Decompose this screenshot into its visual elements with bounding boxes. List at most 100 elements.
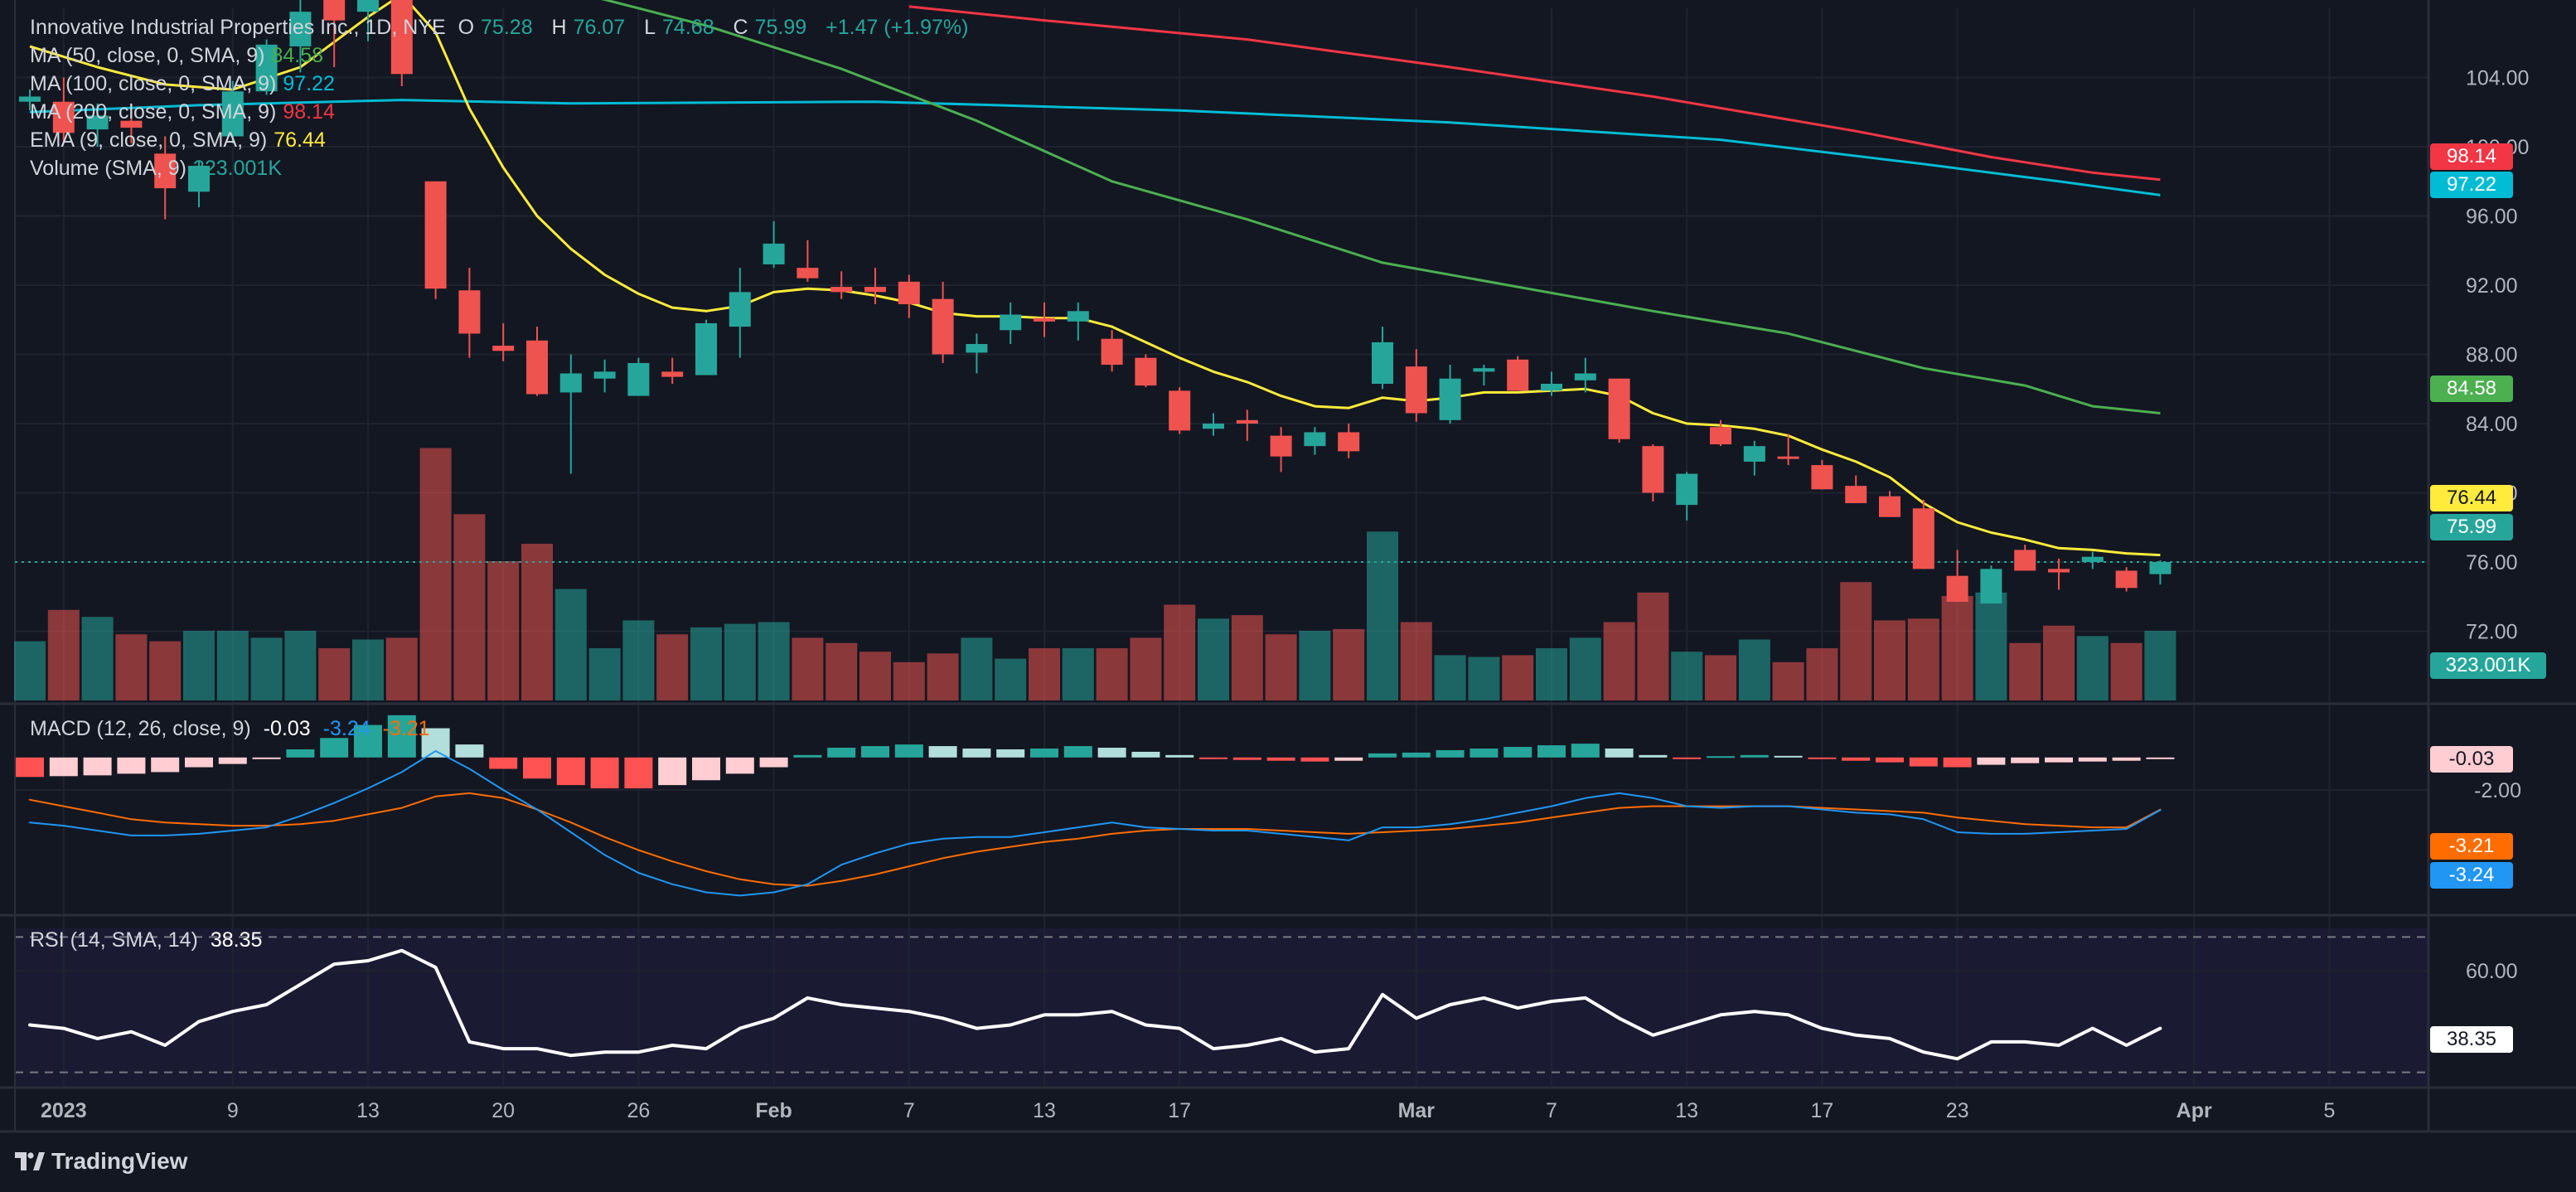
- volume-bar: [1468, 657, 1500, 700]
- volume-bar: [1705, 655, 1736, 700]
- macd-hist-bar: [1030, 749, 1058, 758]
- macd-hist-bar: [1943, 757, 1972, 768]
- candle-body: [1169, 390, 1191, 431]
- macd-hist-bar: [2011, 757, 2040, 763]
- ohlc-header: Innovative Industrial Properties Inc., 1…: [30, 13, 975, 41]
- tradingview-icon: [15, 1152, 45, 1170]
- candle-body: [1000, 314, 1022, 331]
- ma100-line: [29, 99, 2161, 196]
- volume-bar: [588, 648, 621, 700]
- indicator-volume[interactable]: Volume (SMA, 9) 323.001K: [30, 154, 975, 182]
- macd-legend[interactable]: MACD (12, 26, close, 9) -0.03 -3.24 -3.2…: [30, 715, 437, 743]
- price-axis-label: 76.00: [2466, 551, 2518, 574]
- time-axis-label: Feb: [755, 1099, 792, 1122]
- volume-bar: [419, 448, 452, 700]
- high-label: H: [551, 16, 567, 39]
- ma200-value: 98.14: [283, 100, 335, 124]
- macd-hist-bar: [1266, 757, 1295, 761]
- tradingview-logo[interactable]: TradingView: [15, 1148, 187, 1175]
- candle-body: [86, 115, 109, 130]
- candle-body: [559, 373, 582, 393]
- candle-body: [661, 371, 684, 377]
- candle-body: [188, 165, 210, 192]
- brand-label: TradingView: [51, 1148, 188, 1174]
- candle-body: [932, 298, 954, 355]
- volume-bar: [859, 652, 891, 700]
- macd-hist-bar: [489, 757, 518, 769]
- volume-bar: [1502, 655, 1534, 700]
- rsi-legend[interactable]: RSI (14, SMA, 14) 38.35: [30, 926, 269, 954]
- candle-body: [1541, 383, 1562, 391]
- price-legend: Innovative Industrial Properties Inc., 1…: [30, 13, 975, 182]
- candle-body: [1608, 378, 1630, 439]
- macd-hist-bar: [16, 757, 44, 778]
- volume-bar: [352, 639, 384, 700]
- symbol-label: Innovative Industrial Properties Inc., 1…: [30, 16, 446, 39]
- close-label: C: [733, 16, 748, 39]
- ma50-line: [601, 0, 2161, 414]
- price-axis-label: 84.00: [2466, 413, 2518, 436]
- time-axis-label: Mar: [1398, 1099, 1436, 1122]
- candle-body: [1034, 317, 1055, 322]
- macd-hist-bar: [1368, 753, 1397, 758]
- indicator-ema9[interactable]: EMA (9, close, 0, SMA, 9) 76.44: [30, 126, 975, 154]
- volume-bar: [318, 648, 351, 700]
- volume-bar: [14, 641, 46, 700]
- candle-body: [627, 362, 650, 396]
- volume-bar: [47, 609, 80, 700]
- candle-body: [898, 281, 920, 304]
- volume-bar: [1941, 596, 1973, 700]
- time-axis-label: 13: [356, 1099, 380, 1122]
- volume-bar: [690, 627, 722, 700]
- macd-hist-bar: [218, 757, 247, 764]
- low-label: L: [644, 16, 656, 39]
- ma50-value: 84.58: [271, 44, 323, 67]
- candle-body: [1304, 432, 1326, 447]
- macd-hist-bar: [2045, 757, 2073, 763]
- macd-hist-bar: [1977, 757, 2006, 765]
- volume-bar: [1603, 622, 1635, 700]
- volume-bar: [792, 637, 824, 700]
- macd-hist-bar: [1300, 757, 1329, 762]
- volume-bar: [250, 637, 283, 700]
- volume-bar: [656, 634, 689, 700]
- macd-hist-bar: [1639, 754, 1668, 758]
- tag-macd-line: -3.24: [2430, 862, 2513, 889]
- macd-hist-bar: [2078, 757, 2107, 762]
- candle-body: [1879, 496, 1901, 517]
- candle-body: [221, 91, 244, 137]
- macd-hist-bar: [1063, 746, 1092, 758]
- macd-hist-bar: [1740, 754, 1769, 758]
- macd-hist-bar: [556, 757, 585, 786]
- macd-hist-bar: [2112, 757, 2141, 761]
- volume-bar: [1806, 648, 1838, 700]
- macd-hist-bar: [1334, 757, 1363, 761]
- macd-hist-bar: [996, 749, 1025, 758]
- time-axis-label: 7: [1546, 1099, 1557, 1122]
- candle-body: [458, 290, 481, 334]
- macd-hist-bar: [1808, 757, 1837, 759]
- tag-macd-hist: -0.03: [2430, 746, 2513, 773]
- volume-bar: [995, 658, 1027, 700]
- macd-hist-bar: [590, 757, 619, 789]
- rsi-axis-label: 60.00: [2466, 960, 2518, 983]
- candle-body: [1135, 357, 1157, 386]
- macd-hist-bar: [421, 728, 450, 758]
- volume-bar: [758, 622, 790, 700]
- indicator-ma100[interactable]: MA (100, close, 0, SMA, 9) 97.22: [30, 70, 975, 98]
- candle-body: [1439, 378, 1461, 420]
- candle-body: [1236, 419, 1258, 424]
- candle-body: [1811, 465, 1833, 490]
- ma200-line: [908, 5, 2161, 182]
- macd-hist-bar: [1232, 757, 1261, 760]
- ema9-label: EMA (9, close, 0, SMA, 9): [30, 128, 268, 152]
- candle-series: [19, 0, 2172, 604]
- volume-bar: [1975, 592, 2007, 700]
- indicator-ma200[interactable]: MA (200, close, 0, SMA, 9) 98.14: [30, 98, 975, 126]
- open-value: 75.28: [481, 16, 533, 39]
- indicator-ma50[interactable]: MA (50, close, 0, SMA, 9) 84.58: [30, 41, 975, 70]
- pane-dividers: [0, 0, 2576, 1133]
- candle-body: [2149, 562, 2172, 574]
- candle-body: [729, 292, 751, 327]
